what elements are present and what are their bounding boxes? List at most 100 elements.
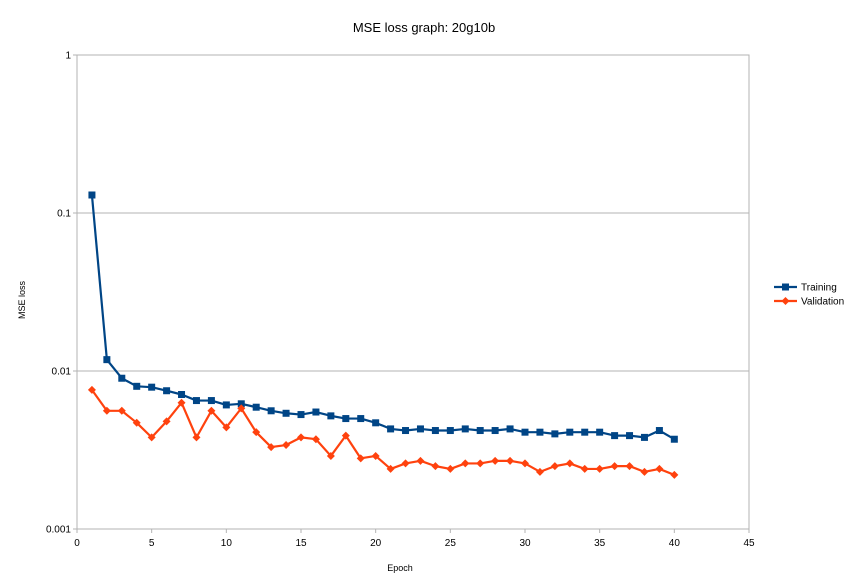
y-axis-label: MSE loss (17, 280, 27, 319)
y-tick-label: 0.001 (46, 525, 71, 536)
data-point-training (357, 415, 365, 423)
data-point-validation (386, 464, 395, 473)
series-line-validation (91, 389, 675, 476)
x-tick-label: 45 (743, 538, 755, 549)
data-point-training (103, 356, 111, 364)
y-axis-ticks: 0.001 0.01 0.1 1 (46, 51, 77, 536)
data-point-training (611, 432, 619, 440)
data-point-validation (565, 459, 574, 468)
series-line-training (90, 194, 675, 441)
data-point-validation (192, 433, 201, 442)
data-point-validation (580, 464, 589, 473)
legend-marker-training (782, 283, 789, 291)
y-tick-label: 1 (65, 51, 71, 62)
data-point-training (521, 428, 529, 436)
series-layer (87, 191, 679, 479)
data-point-training (626, 432, 634, 440)
data-point-validation (625, 462, 634, 471)
data-point-training (312, 408, 320, 416)
data-point-training (446, 427, 454, 435)
data-point-training (237, 400, 245, 408)
series-validation (87, 385, 679, 479)
data-point-training (536, 428, 544, 436)
data-point-validation (162, 417, 171, 426)
data-point-validation (87, 385, 96, 394)
data-point-training (163, 387, 171, 395)
chart-title: MSE loss graph: 20g10b (353, 20, 495, 35)
data-point-training (297, 411, 305, 419)
data-point-training (670, 435, 678, 443)
data-point-training (88, 191, 96, 199)
data-point-validation (550, 462, 559, 471)
data-point-training (282, 409, 290, 417)
x-tick-label: 0 (74, 538, 80, 549)
legend-label: Validation (801, 297, 844, 308)
data-point-validation (282, 441, 291, 450)
data-point-validation (506, 456, 515, 465)
data-point-validation (356, 454, 365, 463)
data-point-training (476, 427, 484, 435)
data-point-validation (237, 404, 246, 413)
data-point-training (596, 428, 604, 436)
data-point-training (461, 425, 469, 433)
data-point-validation (222, 423, 231, 432)
x-tick-label: 40 (669, 538, 681, 549)
data-point-validation (207, 406, 216, 415)
data-point-training (252, 403, 260, 411)
data-point-validation (521, 459, 529, 468)
data-point-validation (655, 464, 664, 473)
data-point-training (372, 419, 380, 427)
x-axis-label: Epoch (387, 563, 413, 573)
data-point-training (192, 397, 200, 405)
x-tick-label: 10 (221, 538, 233, 549)
data-point-validation (610, 462, 619, 471)
data-point-training (431, 427, 439, 435)
data-point-training (551, 430, 559, 438)
legend-item-validation: Validation (774, 297, 844, 308)
data-point-training (566, 428, 574, 436)
data-point-validation (595, 464, 604, 473)
x-axis-ticks: 0 5 10 15 20 25 30 35 40 45 (74, 529, 755, 549)
data-point-training (267, 407, 275, 415)
data-point-training (342, 415, 350, 423)
data-point-training (327, 412, 335, 420)
x-tick-label: 35 (594, 538, 606, 549)
data-point-validation (326, 451, 335, 460)
x-tick-label: 20 (370, 538, 382, 549)
x-tick-label: 30 (519, 538, 531, 549)
y-tick-label: 0.1 (57, 209, 71, 220)
data-point-training (416, 425, 424, 433)
x-tick-label: 15 (295, 538, 307, 549)
data-point-validation (252, 428, 261, 437)
data-point-training (581, 428, 589, 436)
data-point-validation (461, 459, 470, 468)
data-point-training (118, 374, 126, 382)
legend: Training Validation (774, 283, 844, 308)
data-point-training (207, 397, 215, 405)
data-point-validation (341, 431, 350, 440)
series-training (88, 191, 678, 443)
data-point-training (402, 427, 410, 435)
data-point-validation (147, 433, 156, 442)
data-point-training (148, 383, 156, 391)
legend-marker-validation (781, 297, 790, 305)
legend-label: Training (801, 283, 837, 294)
y-tick-label: 0.01 (52, 367, 72, 378)
data-point-validation (416, 456, 425, 465)
data-point-training (491, 427, 499, 435)
data-point-training (222, 401, 230, 409)
data-point-validation (401, 459, 410, 468)
data-point-training (178, 391, 186, 399)
data-point-validation (311, 435, 320, 444)
x-tick-label: 25 (445, 538, 457, 549)
data-point-validation (476, 459, 485, 468)
data-point-training (640, 433, 648, 441)
data-point-validation (371, 451, 380, 460)
x-tick-label: 5 (149, 538, 155, 549)
data-point-validation (446, 464, 455, 473)
data-point-validation (102, 406, 111, 415)
data-point-validation (177, 398, 186, 407)
data-point-validation (431, 462, 440, 471)
data-point-validation (267, 443, 276, 452)
